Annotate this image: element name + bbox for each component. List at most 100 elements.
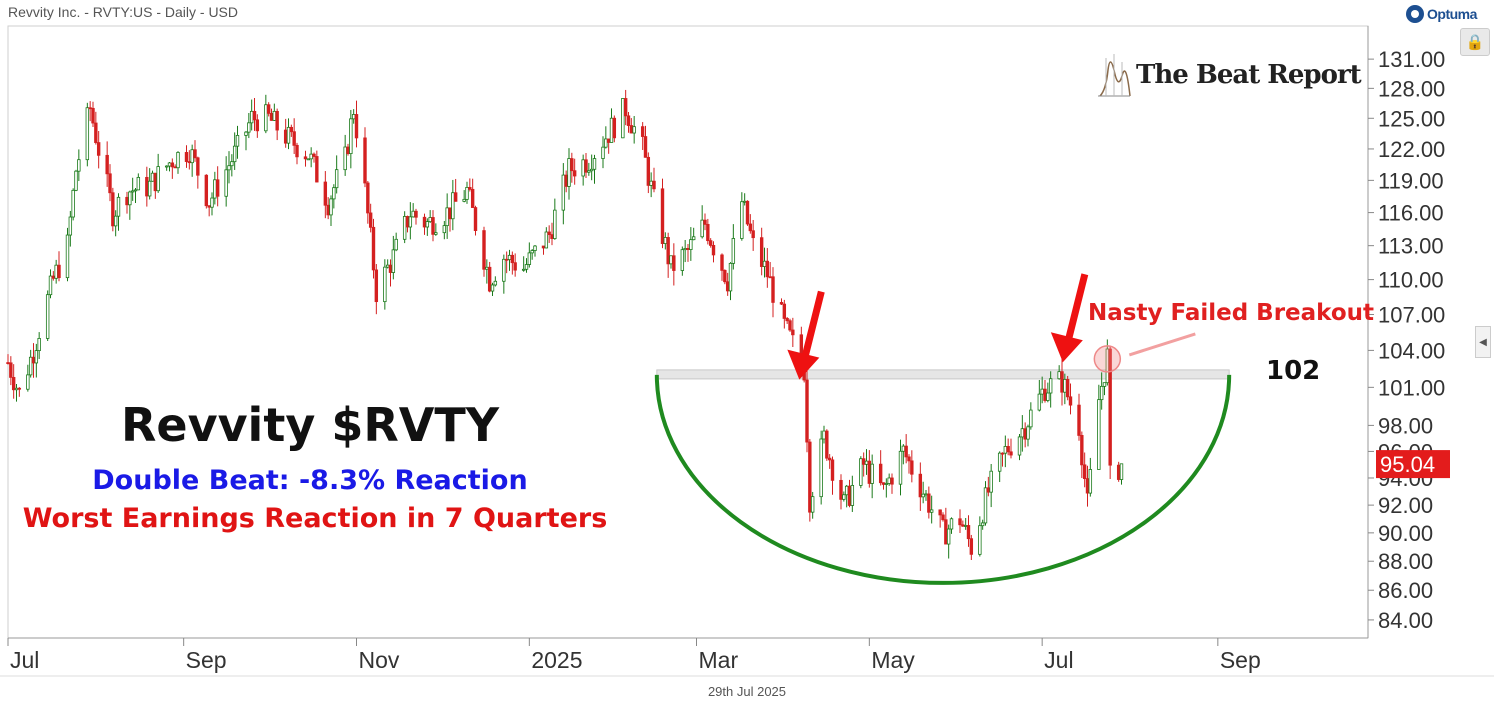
candle-body [431, 217, 435, 235]
y-tick-label: 122.00 [1378, 137, 1445, 162]
candle-body [346, 146, 350, 155]
lock-button[interactable]: 🔒 [1460, 28, 1490, 56]
candle-body [54, 264, 58, 279]
candle-body [105, 154, 109, 175]
candle-body [232, 145, 237, 163]
y-tick-label: 98.00 [1378, 413, 1433, 438]
candle-body [1057, 371, 1061, 380]
candle-body [153, 172, 158, 192]
y-tick-label: 86.00 [1378, 578, 1433, 603]
y-tick-label: 84.00 [1378, 608, 1433, 633]
candle-body [890, 477, 894, 485]
candle-body [402, 216, 407, 240]
candle-body [286, 126, 291, 144]
candle-body [788, 320, 792, 331]
candle-body [425, 221, 430, 228]
optuma-logo: Optuma [1406, 4, 1490, 24]
candle-body [779, 302, 784, 305]
candle-body [289, 126, 294, 133]
candle-body [711, 244, 716, 256]
candle-body [150, 172, 155, 182]
candle-body [1060, 371, 1064, 393]
candle-body [592, 158, 597, 170]
candle-body [111, 192, 115, 227]
candle-body [966, 525, 971, 540]
candle-body [927, 493, 931, 513]
candle-body [354, 114, 359, 139]
y-tick-label: 101.00 [1378, 375, 1445, 400]
y-tick-label: 104.00 [1378, 338, 1445, 363]
candle-body [34, 350, 39, 364]
candle-body [878, 463, 883, 484]
candle-body [227, 165, 231, 171]
candle-body [388, 264, 393, 273]
candle-body [686, 248, 690, 250]
candle-body [700, 219, 704, 238]
candle-body [190, 149, 194, 164]
candle-body [524, 264, 529, 270]
x-tick-label: Jul [10, 647, 39, 673]
candle-body [1000, 452, 1005, 455]
candle-body [604, 138, 608, 148]
candle-body [14, 387, 19, 391]
candle-body [1102, 382, 1107, 387]
candle-body [997, 452, 1002, 472]
candle-body [490, 284, 495, 292]
candle-body [323, 181, 328, 206]
y-tick-label: 116.00 [1378, 201, 1444, 226]
candle-body [1037, 393, 1042, 411]
candle-body [193, 149, 197, 159]
candle-body [309, 153, 313, 160]
candle-body [482, 230, 486, 270]
candle-body [870, 463, 874, 484]
candle-body [751, 230, 755, 239]
beat-report-text: The Beat Report [1136, 60, 1362, 90]
candle-body [470, 188, 475, 208]
candle-body [394, 238, 398, 251]
chart-annotation-subtitle-2: Worst Earnings Reaction in 7 Quarters [22, 503, 608, 534]
candle-body [230, 161, 234, 167]
candle-body [48, 275, 53, 296]
candle-body [581, 159, 585, 177]
candle-body [941, 514, 945, 521]
candle-body [567, 158, 571, 187]
candle-body [762, 260, 767, 267]
candle-body [125, 196, 129, 206]
candle-body [850, 485, 855, 506]
candle-body [414, 210, 418, 218]
candle-body [745, 200, 750, 225]
side-panel-toggle[interactable]: ◀ [1475, 326, 1491, 358]
candle-body [785, 318, 789, 322]
candle-body [689, 239, 693, 250]
candle-body [629, 125, 634, 134]
annotation-pointer-line [1128, 332, 1196, 357]
candle-body [983, 487, 988, 524]
chart-annotation-subtitle-1: Double Beat: -8.3% Reaction [92, 465, 528, 496]
chevron-left-icon: ◀ [1479, 336, 1487, 348]
candle-body [864, 460, 869, 465]
candle-body [487, 266, 492, 292]
candle-body [907, 456, 911, 462]
candle-body [748, 223, 753, 232]
candle-body [859, 458, 863, 486]
candle-body [640, 126, 645, 137]
candle-body [442, 225, 447, 234]
candle-body [808, 441, 812, 513]
candle-body [37, 338, 41, 352]
y-tick-label: 92.00 [1378, 493, 1433, 518]
candle-body [343, 146, 347, 171]
candle-body [839, 479, 843, 500]
candle-body [167, 162, 172, 167]
failed-breakout-annotation: Nasty Failed Breakout [1088, 300, 1375, 326]
candle-body [147, 180, 152, 197]
candle-body [606, 138, 611, 143]
candle-body [451, 192, 455, 220]
candle-body [847, 485, 852, 506]
candle-body [901, 445, 906, 452]
candle-body [589, 168, 594, 172]
candle-body [176, 152, 180, 169]
candle-body [315, 156, 319, 183]
candle-body [306, 158, 311, 161]
candle-body [918, 473, 923, 498]
candle-body [371, 226, 376, 271]
